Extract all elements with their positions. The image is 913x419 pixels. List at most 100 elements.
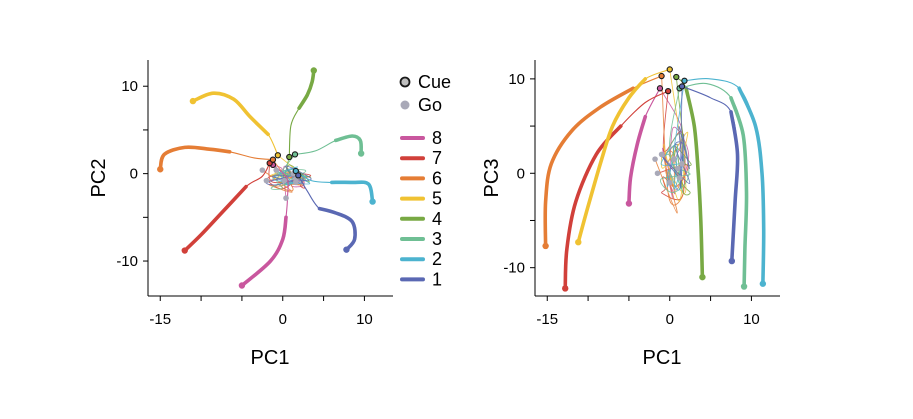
series-8-line — [628, 88, 661, 204]
series-4-movement — [297, 68, 316, 110]
series-4-endpoint — [310, 67, 317, 74]
series-8-movement — [240, 215, 288, 288]
series-2-endpoint — [369, 198, 376, 205]
series-8-movement — [627, 114, 648, 206]
series-1-endpoint — [728, 257, 736, 265]
legend-item-2: 2 — [400, 249, 442, 269]
plot-area — [542, 66, 767, 292]
series-7-movement — [563, 124, 623, 291]
series-4-endpoint — [699, 273, 706, 281]
go-point-3 — [675, 165, 681, 172]
legend-label-cue: Cue — [418, 72, 451, 92]
legend-label: 7 — [432, 148, 442, 168]
y-tick-label: 10 — [121, 78, 138, 95]
x-tick-label: 0 — [666, 311, 674, 328]
go-point-6 — [652, 156, 658, 162]
cue-point-7 — [664, 88, 672, 95]
series-7-movement — [183, 184, 248, 253]
go-point-7 — [263, 177, 270, 184]
go-point-1 — [293, 179, 299, 186]
legend-label: 5 — [432, 189, 442, 209]
series-5-movement — [191, 91, 270, 137]
series-1-movement — [317, 206, 357, 252]
chart-pc1-pc3: -15 0 10 -10 0 10 PC1 PC3 — [481, 60, 780, 369]
legend-label: 2 — [432, 249, 442, 269]
cue-point-1 — [295, 172, 302, 179]
go-point-8 — [666, 179, 673, 186]
series-2-line — [684, 78, 765, 284]
series-3-line — [294, 135, 362, 155]
go-marker-icon — [400, 100, 410, 110]
y-axis-title: PC2 — [88, 159, 110, 198]
y-tick-label: 10 — [508, 71, 525, 88]
chart-pc1-pc2: -15 0 10 -10 0 10 PC1 PC2 — [88, 60, 393, 369]
legend-item-4: 4 — [400, 209, 442, 229]
x-tick-label: -15 — [149, 311, 171, 328]
x-axis-title: PC1 — [251, 347, 290, 369]
cue-point-3 — [291, 151, 299, 158]
legend-item-1: 1 — [400, 269, 442, 289]
cue-point-1 — [678, 83, 686, 90]
go-point-8 — [283, 195, 289, 201]
series-3-movement — [729, 96, 749, 289]
series-4-movement — [684, 86, 705, 279]
y-tick-label: -10 — [116, 253, 138, 270]
legend-item-go: Go — [400, 95, 442, 115]
legend-item-6: 6 — [400, 168, 442, 188]
legend-item-7: 7 — [400, 148, 442, 168]
series-3-endpoint — [740, 283, 748, 290]
x-tick-label: 0 — [279, 311, 287, 328]
series-7-endpoint — [181, 247, 188, 254]
go-point-1 — [676, 175, 683, 181]
series-6-endpoint — [542, 242, 549, 250]
series-1-endpoint — [343, 246, 350, 253]
cue-point-5 — [274, 152, 281, 159]
series-5-endpoint — [189, 97, 197, 105]
series-5-movement — [576, 77, 648, 244]
go-point-4 — [671, 156, 677, 162]
series-7-endpoint — [562, 285, 569, 292]
x-tick-label: 10 — [743, 311, 760, 328]
series-6-prep-trace — [262, 159, 305, 193]
y-tick-label: -10 — [503, 260, 525, 277]
legend-label: 6 — [432, 168, 442, 188]
series-1-prep-trace — [661, 86, 691, 188]
go-point-4 — [281, 177, 288, 184]
legend-label: 3 — [432, 229, 442, 249]
series-6-line — [544, 75, 662, 247]
plot-area — [157, 67, 376, 289]
axis-ticks: -15 0 10 -10 0 10 — [116, 78, 372, 328]
y-tick-label: 0 — [517, 165, 525, 182]
legend-label: 8 — [432, 128, 442, 148]
cue-point-6 — [269, 156, 277, 163]
cue-point-5 — [666, 66, 673, 73]
legend-label: 4 — [432, 209, 442, 229]
cue-point-6 — [658, 72, 665, 80]
go-point-5 — [273, 167, 280, 173]
axis-ticks: -15 0 10 -10 0 10 — [503, 71, 759, 328]
series-1-line — [297, 175, 356, 251]
x-tick-label: -15 — [536, 311, 558, 328]
series-3-movement — [334, 134, 364, 156]
series-6-endpoint — [157, 166, 164, 173]
series-1-movement — [729, 110, 740, 263]
x-axis-title: PC1 — [643, 347, 682, 369]
legend-item-8: 8 — [400, 128, 442, 148]
series-8-endpoint — [625, 200, 633, 207]
series-6-movement — [158, 145, 232, 172]
series-6-movement — [543, 86, 635, 248]
cue-marker-icon — [399, 76, 411, 88]
cue-point-8 — [656, 85, 664, 92]
series-2-endpoint — [759, 280, 767, 287]
go-point-2 — [679, 161, 685, 167]
series-2-movement — [737, 86, 766, 286]
legend-label: 1 — [432, 269, 442, 289]
legend-item-5: 5 — [400, 189, 442, 209]
series-8-endpoint — [238, 282, 246, 289]
legend-label-go: Go — [418, 95, 442, 115]
cue-point-4 — [286, 153, 293, 161]
y-axis-title: PC3 — [481, 159, 503, 198]
